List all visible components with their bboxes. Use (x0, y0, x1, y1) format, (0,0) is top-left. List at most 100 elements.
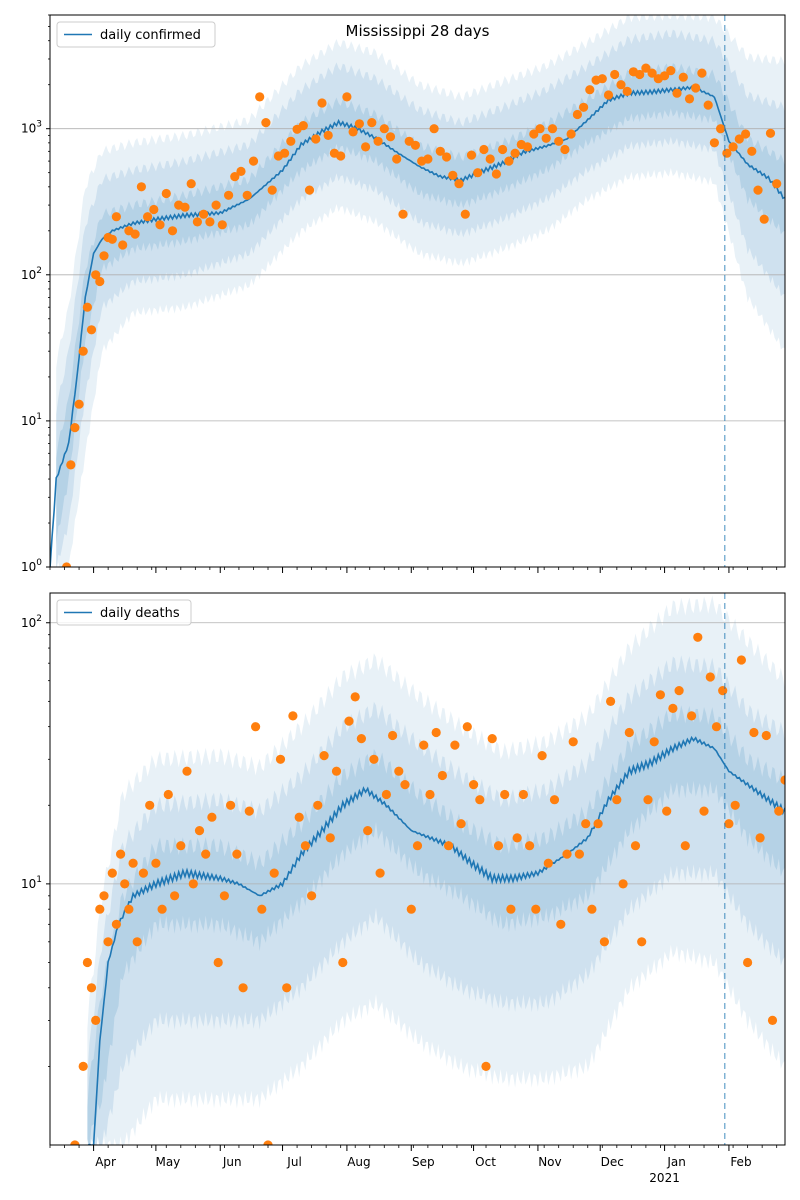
data-point (304, 185, 315, 195)
data-point (448, 170, 458, 180)
series-line-1 (87, 735, 785, 1145)
data-point (107, 868, 117, 878)
data-point (298, 121, 308, 131)
data-point (66, 460, 76, 470)
data-point (504, 156, 514, 166)
data-point (579, 102, 589, 112)
data-point (635, 69, 645, 80)
data-point (176, 841, 186, 851)
data-point (263, 1140, 273, 1145)
data-point (718, 686, 728, 696)
data-point (778, 0, 787, 5)
data-point (201, 849, 211, 859)
plot-area (50, 15, 785, 567)
data-point (730, 800, 740, 810)
data-point (456, 819, 466, 829)
data-point (317, 98, 327, 108)
x-year-label: 2021 (649, 1171, 680, 1185)
y-tick-base: 10 (21, 268, 36, 282)
data-point (111, 212, 121, 222)
data-point (680, 841, 690, 851)
data-point (356, 734, 366, 744)
data-point (149, 204, 159, 215)
data-point (716, 124, 726, 134)
data-point (647, 68, 657, 78)
data-point (163, 789, 173, 800)
x-tick-label: Dec (601, 1155, 624, 1169)
data-point (161, 188, 171, 199)
uncertainty-band-99 (87, 595, 785, 1145)
y-tick-exponent: 0 (36, 558, 42, 568)
y-tick-exponent: 3 (36, 120, 42, 130)
data-point (207, 812, 217, 822)
data-point (398, 209, 408, 219)
data-point (674, 686, 684, 696)
data-point (736, 655, 747, 665)
data-point (412, 841, 423, 851)
data-point (392, 154, 402, 164)
data-point (217, 220, 227, 230)
x-tick-label: Sep (412, 1155, 435, 1169)
x-tick-label: Apr (95, 1155, 116, 1169)
data-point (466, 150, 477, 160)
data-point (99, 251, 109, 261)
data-point (219, 891, 229, 901)
chart-title: Mississippi 28 days (346, 22, 490, 40)
data-point (703, 100, 713, 110)
data-point (450, 740, 460, 750)
plot-content (50, 0, 787, 567)
data-point (485, 154, 495, 164)
data-point (581, 819, 591, 829)
data-point (62, 562, 72, 567)
data-point (637, 937, 647, 947)
data-point (394, 766, 404, 776)
data-point (622, 86, 632, 96)
data-point (103, 937, 113, 947)
data-point (672, 88, 682, 98)
data-point (236, 166, 246, 176)
data-point (562, 849, 572, 859)
data-point (435, 146, 445, 156)
data-point (585, 85, 595, 95)
data-point (475, 795, 485, 805)
data-point (711, 722, 722, 732)
data-point (145, 800, 155, 810)
data-point (734, 134, 744, 144)
legend: daily confirmed (56, 21, 216, 48)
data-point (728, 142, 738, 152)
data-point (111, 919, 121, 929)
data-point (95, 276, 105, 287)
data-point (774, 806, 784, 816)
data-point (406, 904, 416, 914)
data-point (593, 819, 603, 829)
data-point (282, 983, 292, 993)
data-point (473, 168, 483, 178)
x-tick-label: Oct (475, 1155, 496, 1169)
data-point (431, 727, 441, 738)
y-tick-exponent: 1 (36, 875, 42, 885)
data-point (136, 182, 146, 192)
data-point (419, 740, 429, 750)
data-point (660, 71, 670, 81)
data-point (437, 770, 447, 781)
legend: daily deaths (56, 599, 192, 626)
data-point (684, 94, 695, 104)
data-point (705, 672, 715, 682)
data-point (572, 109, 583, 120)
plot-area (50, 593, 785, 1145)
y-tick-label: 101 (21, 412, 42, 428)
data-point (70, 1140, 80, 1145)
data-point (286, 136, 296, 146)
data-point (498, 144, 508, 155)
data-point (375, 868, 385, 878)
data-point (649, 737, 659, 747)
legend-box (56, 599, 192, 626)
data-point (765, 128, 776, 138)
data-point (618, 879, 628, 889)
data-point (192, 217, 202, 227)
x-tick-label: Jun (222, 1155, 242, 1169)
data-point (462, 722, 472, 732)
data-point (541, 133, 551, 143)
y-tick-exponent: 2 (36, 266, 42, 276)
